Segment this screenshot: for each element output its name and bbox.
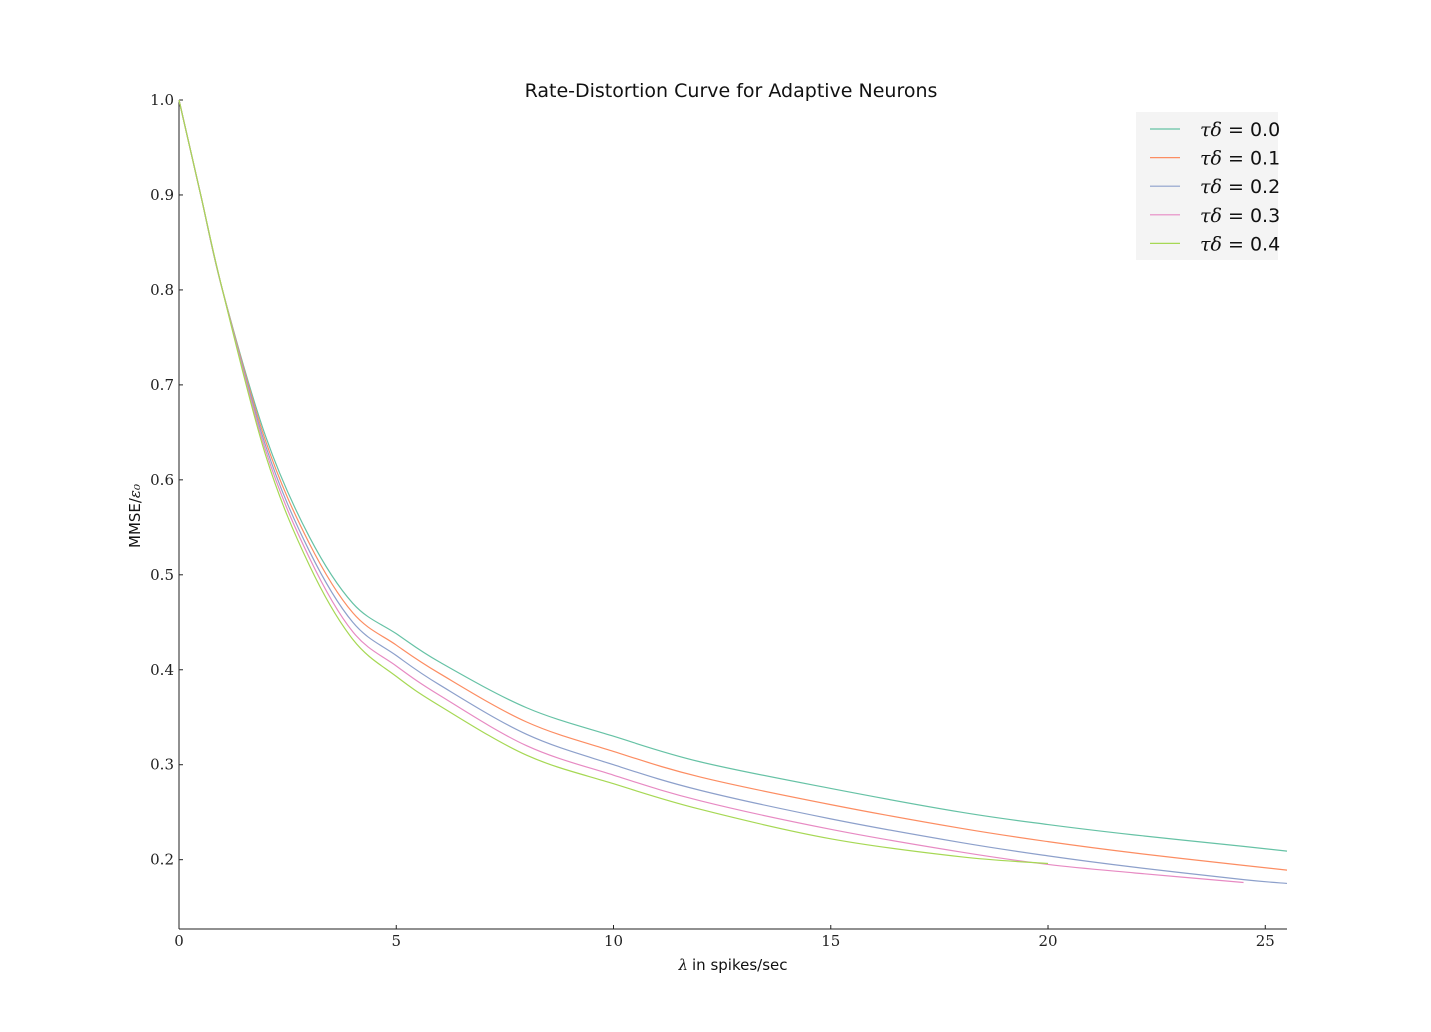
y-axis-label: MMSE/ε₀ <box>126 484 144 548</box>
x-axis-label-math: λ <box>677 956 688 974</box>
y-tick-label: 1.0 <box>150 91 174 109</box>
x-tick-label: 0 <box>174 932 184 950</box>
legend-label-math: τδ <box>1200 119 1222 141</box>
x-tick-label: 10 <box>604 932 623 950</box>
y-tick-label: 0.8 <box>150 281 174 299</box>
x-ticks: 0 5 10 15 20 25 <box>174 925 1275 950</box>
series-line-4 <box>178 99 1049 865</box>
legend-label-value: = 0.2 <box>1222 176 1280 198</box>
x-axis-label-text: in spikes/sec <box>692 956 788 974</box>
legend-label-2: τδ = 0.2 <box>1200 176 1280 198</box>
y-tick-label: 0.2 <box>150 851 174 869</box>
y-axis-label-text: MMSE/ <box>126 497 144 548</box>
series-lines <box>178 99 1288 885</box>
legend-label-math: τδ <box>1200 205 1222 227</box>
y-tick-label: 0.9 <box>150 186 174 204</box>
legend: τδ = 0.0τδ = 0.1τδ = 0.2τδ = 0.3τδ = 0.4 <box>1136 112 1280 260</box>
legend-label-value: = 0.4 <box>1222 233 1280 255</box>
legend-label-value: = 0.1 <box>1222 148 1280 170</box>
y-tick-label: 0.6 <box>150 471 174 489</box>
legend-label-1: τδ = 0.1 <box>1200 148 1280 170</box>
legend-label-0: τδ = 0.0 <box>1200 119 1280 141</box>
legend-label-3: τδ = 0.3 <box>1200 205 1280 227</box>
legend-label-value: = 0.3 <box>1222 205 1280 227</box>
x-tick-label: 5 <box>391 932 401 950</box>
legend-label-math: τδ <box>1200 233 1222 255</box>
chart-title: Rate-Distortion Curve for Adaptive Neuro… <box>525 80 938 102</box>
x-axis-label: λ in spikes/sec <box>677 956 787 974</box>
axes <box>178 100 1287 930</box>
series-line-1 <box>178 99 1288 871</box>
legend-label-4: τδ = 0.4 <box>1200 233 1280 255</box>
y-tick-label: 0.3 <box>150 756 174 774</box>
y-tick-label: 0.7 <box>150 376 174 394</box>
legend-label-value: = 0.0 <box>1222 119 1280 141</box>
y-ticks: 0.2 0.3 0.4 0.5 0.6 0.7 0.8 0.9 1.0 <box>150 91 183 869</box>
y-tick-label: 0.5 <box>150 566 174 584</box>
x-tick-label: 20 <box>1038 932 1057 950</box>
legend-label-math: τδ <box>1200 176 1222 198</box>
series-line-0 <box>178 99 1288 852</box>
x-tick-label: 25 <box>1256 932 1275 950</box>
y-axis-label-math: ε₀ <box>126 484 144 498</box>
x-tick-label: 15 <box>821 932 840 950</box>
y-tick-label: 0.4 <box>150 661 174 679</box>
series-line-2 <box>178 99 1288 885</box>
legend-label-math: τδ <box>1200 148 1222 170</box>
series-line-3 <box>178 99 1244 884</box>
